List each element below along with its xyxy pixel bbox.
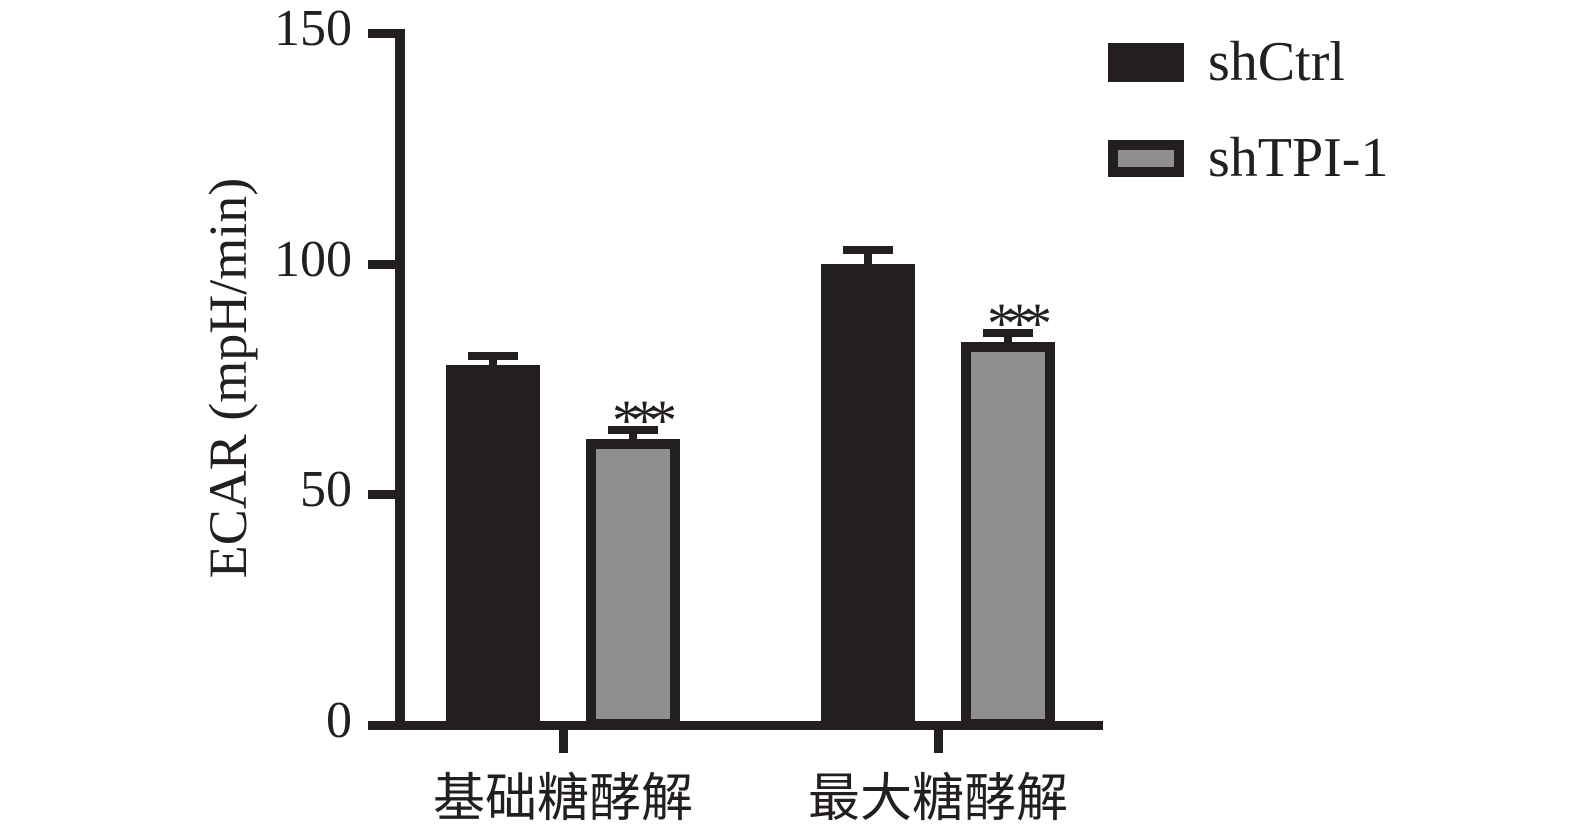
y-axis-line (395, 29, 405, 729)
bar-shCtrl-1 (821, 263, 915, 729)
x-category-label: 基础糖酵解 (432, 771, 693, 828)
bar-shCtrl-0 (446, 365, 540, 729)
y-tick (368, 29, 405, 38)
legend-item-shtpi1: shTPI-1 (1108, 127, 1389, 189)
y-tick-label: 150 (274, 0, 352, 57)
y-tick-label: 50 (300, 461, 352, 519)
legend-item-shctrl: shCtrl (1108, 31, 1345, 93)
error-bar-cap (468, 351, 518, 360)
x-category-label: 最大糖酵解 (807, 771, 1068, 828)
error-bar-stem (864, 249, 872, 274)
significance-stars: *** (987, 290, 1052, 356)
y-tick (368, 490, 405, 500)
y-tick-label: 100 (274, 230, 352, 288)
error-bar-cap (843, 245, 893, 254)
bar-shTPI-1-0 (586, 438, 680, 729)
x-tick (934, 729, 943, 753)
legend-swatch-shtpi1 (1108, 139, 1184, 177)
legend-swatch-shctrl (1108, 42, 1184, 82)
y-tick (368, 721, 405, 730)
error-bar-stem (629, 429, 637, 449)
significance-stars: *** (612, 387, 677, 453)
error-bar-stem (489, 355, 497, 376)
y-tick-label: 0 (326, 692, 352, 749)
y-tick (368, 259, 405, 269)
legend-label-shctrl: shCtrl (1208, 31, 1345, 93)
bar-shTPI-1-1 (961, 342, 1055, 729)
y-axis-label: ECAR (mpH/min) (198, 177, 258, 579)
x-axis-line (368, 721, 1103, 730)
error-bar-cap (608, 425, 658, 434)
legend-label-shtpi1: shTPI-1 (1208, 127, 1389, 189)
error-bar-stem (1004, 332, 1012, 353)
x-tick (559, 729, 568, 753)
error-bar-cap (983, 328, 1033, 337)
